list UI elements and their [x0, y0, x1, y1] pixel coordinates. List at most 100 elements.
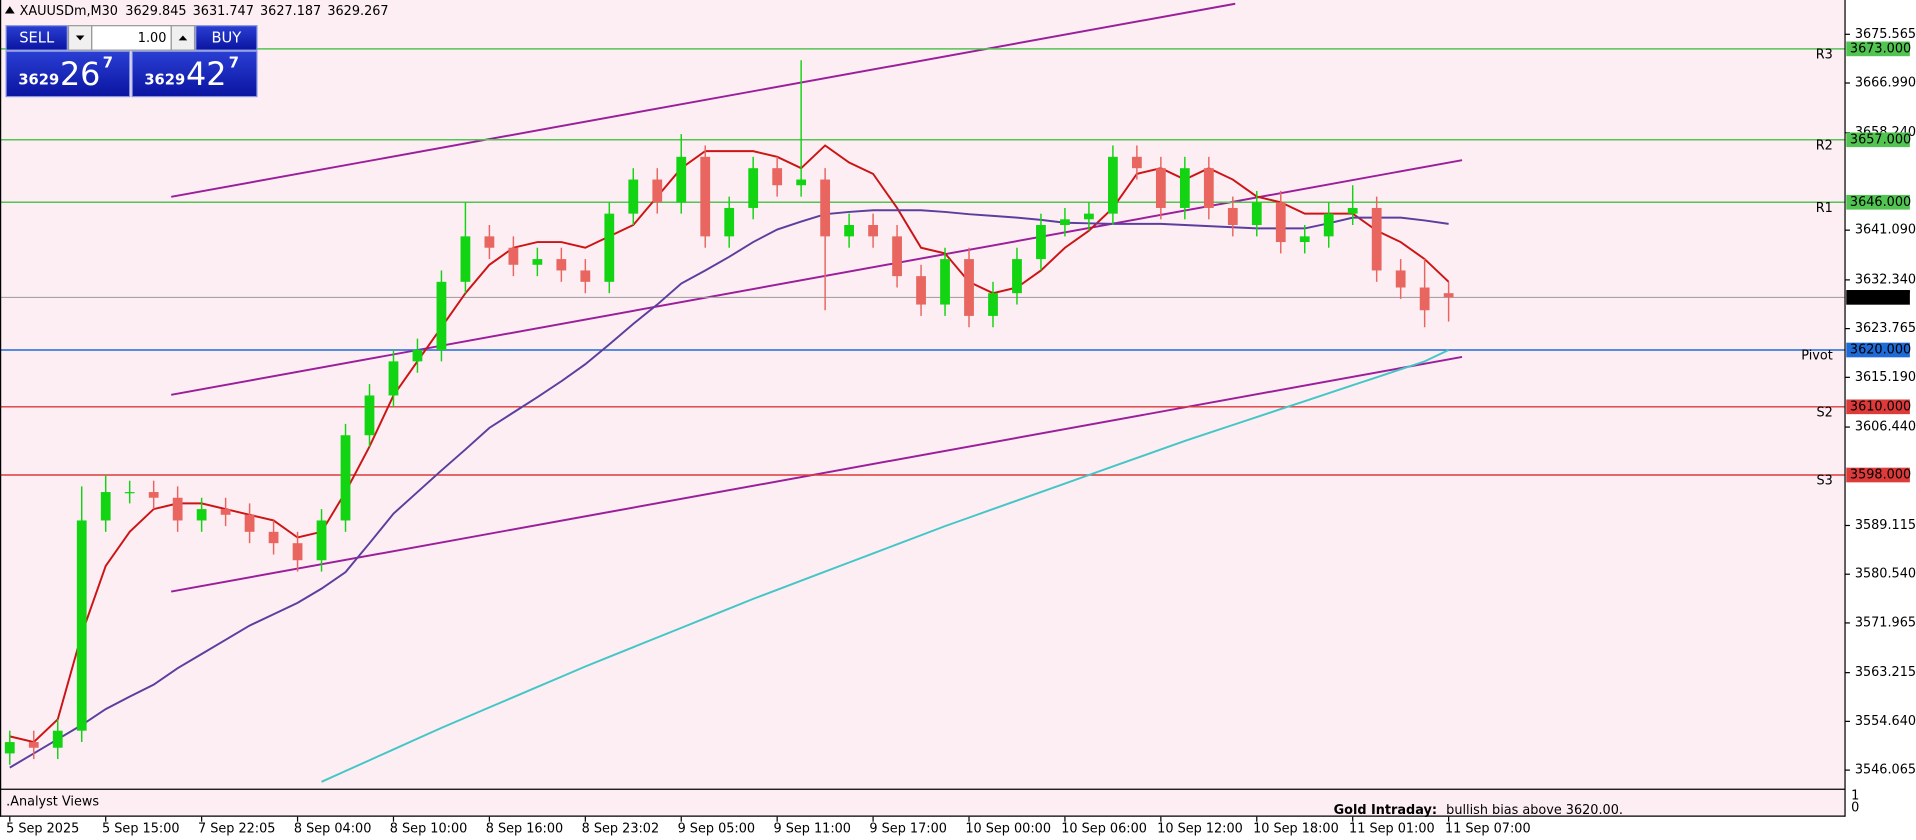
plot-area [0, 2, 1846, 783]
ask-main: 42 [186, 56, 226, 93]
candle-body [52, 730, 63, 748]
x-tick-label: 11 Sep 01:00 [1349, 821, 1435, 836]
candle-body [388, 361, 399, 396]
indicator-line [321, 349, 1450, 783]
arrow-down [75, 35, 85, 41]
level-name: Pivot [1801, 349, 1833, 364]
ohlc-open: 3629.845 [125, 4, 186, 19]
candle-body [1036, 225, 1046, 260]
candle-body [1227, 207, 1238, 226]
candle-body [748, 168, 759, 208]
candle-body [484, 236, 495, 248]
candle-body [1155, 168, 1166, 208]
candle-body [1060, 219, 1070, 226]
candle-body [580, 270, 591, 282]
candle-body [1323, 213, 1334, 237]
plot-background [0, 0, 1846, 789]
level-price-box [1846, 132, 1910, 148]
candle-body [1203, 168, 1214, 208]
y-tick-label: 3666.990 [1855, 76, 1916, 91]
candle-body [412, 350, 423, 362]
indicator-line [9, 209, 1449, 769]
x-tick-label: 8 Sep 04:00 [294, 821, 371, 836]
candle-body [4, 742, 15, 754]
ask-box[interactable] [131, 50, 258, 98]
y-tick-label: 3571.965 [1855, 615, 1916, 630]
level-price-label: 3598.000 [1850, 468, 1911, 483]
level-price-label: 3646.000 [1850, 195, 1911, 210]
chart-header: XAUUSDm,M30 3629.845 3631.747 3627.187 3629.… [20, 4, 389, 19]
level-price-label: 3610.000 [1850, 399, 1911, 414]
x-tick-label: 7 Sep 22:05 [198, 821, 275, 836]
candle-body [604, 213, 615, 282]
candle-body [1443, 293, 1454, 298]
level-price-label: 3620.000 [1850, 343, 1911, 358]
level-price-box [1846, 467, 1910, 483]
level-price-label: 3673.000 [1850, 41, 1911, 56]
x-tick-label: 5 Sep 15:00 [102, 821, 179, 836]
level-name: R1 [1816, 201, 1833, 216]
ohlc-close: 3629.267 [327, 4, 388, 19]
y-tick-label: 3589.115 [1855, 518, 1916, 533]
time-axis: 5 Sep 2025 5 Sep 15:00 7 Sep 22:05 8 Sep 04… [6, 816, 1531, 836]
x-tick-label: 10 Sep 06:00 [1061, 821, 1147, 836]
candle-body [652, 179, 663, 203]
level-price-box [1846, 342, 1910, 358]
sell-button[interactable] [5, 25, 68, 51]
level-name: R2 [1816, 138, 1833, 153]
symbol: XAUUSDm,M30 [20, 4, 118, 19]
candle-body [1419, 287, 1430, 311]
x-tick-label: 9 Sep 17:00 [869, 821, 946, 836]
candle-body [508, 247, 519, 265]
candle-body [1275, 202, 1286, 243]
candle-body [436, 281, 447, 351]
candle-body [76, 520, 87, 731]
y-tick-label: 3563.215 [1855, 665, 1916, 680]
candle-body [172, 497, 183, 521]
x-tick-label: 11 Sep 07:00 [1445, 821, 1531, 836]
trendline [171, 159, 1463, 396]
level-price-box [1846, 194, 1910, 210]
candle-body [940, 259, 950, 305]
bid-main: 26 [60, 56, 100, 93]
candle-body [556, 259, 567, 271]
candle-body [844, 225, 855, 237]
candle-body [1108, 156, 1118, 214]
candle-body [292, 543, 303, 561]
subwindow-tick: 0 [1851, 801, 1859, 816]
y-tick-label: 3615.190 [1855, 370, 1916, 385]
collapse-icon[interactable] [4, 6, 15, 14]
current-price-box [1846, 290, 1910, 305]
y-tick-label: 3546.065 [1855, 763, 1916, 778]
trendline [171, 355, 1463, 593]
subwindow-tick: 1 [1851, 788, 1859, 803]
x-tick-label: 9 Sep 11:00 [773, 821, 850, 836]
subwindow-background [0, 789, 1846, 817]
trade-panel: SELL 1.00 BUY 3629 26 7 3629 42 7 [5, 25, 258, 98]
candle-body [532, 259, 543, 265]
level-price-box [1846, 399, 1910, 415]
candle-body [316, 520, 327, 561]
buy-button[interactable] [195, 25, 258, 51]
analysis-text: bullish bias above 3620.00. [1446, 803, 1623, 818]
y-tick-label: 3623.765 [1855, 321, 1916, 336]
candle-body [124, 492, 135, 494]
candle-body [196, 509, 207, 521]
candle-body [244, 514, 255, 532]
level-name: S2 [1816, 405, 1832, 420]
y-tick-label: 3632.340 [1855, 272, 1916, 287]
x-tick-label: 8 Sep 23:02 [582, 821, 659, 836]
x-tick-label: 5 Sep 2025 [6, 821, 79, 836]
lot-value: 1.00 [138, 31, 167, 46]
level-name: S3 [1816, 474, 1832, 489]
candle-body [1179, 168, 1190, 208]
current-price-label: 3629.267 [1850, 290, 1911, 305]
ask-prefix: 3629 [144, 72, 185, 89]
level-name: R3 [1816, 47, 1833, 62]
candle-body [916, 276, 926, 305]
x-tick-label: 10 Sep 18:00 [1253, 821, 1339, 836]
candle-body [868, 225, 878, 237]
candle-body [1347, 207, 1358, 214]
bid-box[interactable] [5, 50, 131, 98]
